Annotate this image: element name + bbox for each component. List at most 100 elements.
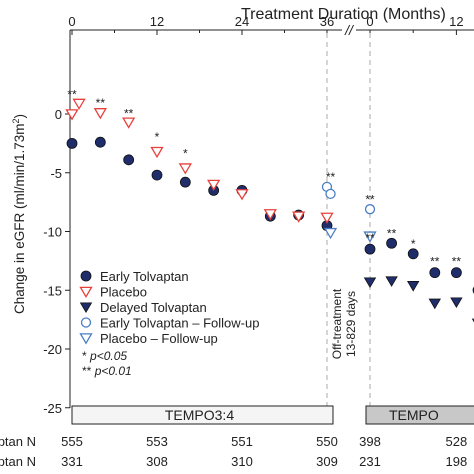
data-point (292, 211, 306, 223)
data-point (93, 108, 107, 120)
data-marks (65, 98, 474, 323)
data-point (150, 146, 164, 159)
n-value: 528 (446, 434, 468, 449)
y-axis-title-sup: 2 (11, 118, 21, 123)
legend-label: Placebo – Follow-up (100, 331, 218, 346)
data-point (325, 188, 336, 200)
top-axis-title: Treatment Duration (Months) (241, 6, 446, 23)
n-value: 550 (316, 434, 338, 449)
study-bar-label: TEMPO (389, 407, 439, 423)
significance-label: ** (365, 192, 375, 206)
data-point (122, 117, 136, 129)
study-bar-tempo34 (71, 405, 334, 425)
data-point (407, 281, 420, 292)
y-tick-label: -15 (43, 283, 62, 298)
data-point (178, 163, 192, 175)
n-value: 331 (61, 454, 83, 469)
data-point (385, 276, 398, 287)
significance-label: * (155, 130, 160, 144)
data-point (235, 189, 249, 201)
data-point (320, 212, 334, 224)
significance-label: ** (96, 96, 106, 110)
x-tick-label: 24 (235, 14, 249, 29)
reference-lines: Off-treatment13-829 days (326, 33, 371, 408)
n-value: 231 (359, 454, 381, 469)
n-value: 553 (146, 434, 168, 449)
significance-label: ** (430, 255, 440, 269)
y-tick-label: -25 (43, 401, 62, 416)
y-tick-label: 0 (55, 107, 62, 122)
legend-marker (80, 317, 92, 328)
off-treatment-line-1: Off-treatment (330, 288, 344, 359)
n-value: 551 (231, 434, 253, 449)
study-footer: TEMPO3:4 TEMPO olvaptan N 555 553 551 550 398 52… (0, 405, 474, 469)
study-bar-label: TEMPO3:4 (165, 407, 234, 423)
data-point (386, 237, 398, 249)
significance-label: ** (124, 107, 134, 121)
axis-break-gap (342, 28, 356, 32)
significance-label: ** (387, 226, 397, 240)
legend-label: Delayed Tolvaptan (100, 300, 207, 315)
y-axis-title-tail: ) (12, 114, 27, 119)
n-value: 309 (316, 454, 338, 469)
legend-label: Placebo (100, 285, 147, 300)
data-point (323, 227, 338, 240)
y-axis-title-main: Change in eGFR (ml/min/1.73m (12, 123, 27, 314)
legend-label: Early Tolvaptan – Follow-up (100, 316, 259, 331)
legend-marker (79, 333, 93, 345)
data-point (363, 231, 377, 243)
y-tick-label: -5 (50, 166, 62, 181)
data-point (179, 176, 191, 188)
y-axis-title: Change in eGFR (ml/min/1.73m2) (11, 114, 27, 314)
x-tick-label: 0 (68, 14, 75, 29)
n-row-label: olvaptan N (0, 434, 36, 449)
n-value: 198 (446, 454, 468, 469)
significance-note: ** p<0.01 (82, 364, 132, 378)
significance-label: ** (326, 170, 336, 184)
significance-label: ** (452, 255, 462, 269)
data-point (66, 137, 78, 149)
data-point (65, 109, 79, 121)
data-point (363, 277, 377, 289)
data-point (429, 267, 441, 279)
significance-label: * (411, 237, 416, 251)
x-tick-label: 12 (150, 14, 164, 29)
data-point (151, 169, 163, 181)
data-point (364, 204, 376, 215)
data-point (450, 297, 463, 309)
axis-break: // (344, 22, 355, 38)
data-point (428, 298, 441, 310)
data-point (407, 248, 419, 260)
off-treatment-line-2: 13-829 days (344, 291, 358, 357)
data-point (94, 136, 106, 148)
data-point (450, 267, 462, 279)
x-tick-label: 12 (449, 14, 463, 29)
off-treatment-label: Off-treatment13-829 days (330, 288, 358, 359)
significance-label: ** (365, 231, 375, 245)
legend-marker (80, 270, 92, 282)
x-tick-label: 0 (366, 14, 373, 29)
legend-marker (79, 302, 93, 314)
legend-marker (79, 286, 93, 299)
data-point (72, 98, 86, 110)
x-tick-label: 36 (320, 14, 334, 29)
y-tick-label: -10 (43, 225, 62, 240)
n-value: 398 (359, 434, 381, 449)
data-point (207, 179, 221, 192)
data-point (263, 209, 277, 221)
n-value: 308 (146, 454, 168, 469)
significance-label: * (183, 146, 188, 160)
legend-label: Early Tolvaptan (100, 269, 189, 284)
n-row-label: aptan N (0, 454, 36, 469)
significance-note: * p<0.05 (82, 349, 127, 363)
data-point (364, 243, 376, 255)
y-tick-label: -20 (43, 342, 62, 357)
study-bar-tempo-ext (365, 405, 474, 425)
n-value: 555 (61, 434, 83, 449)
significance-label: ** (67, 88, 77, 102)
significance-labels: ********************** (67, 88, 462, 269)
n-value: 310 (231, 454, 253, 469)
data-point (123, 154, 135, 166)
